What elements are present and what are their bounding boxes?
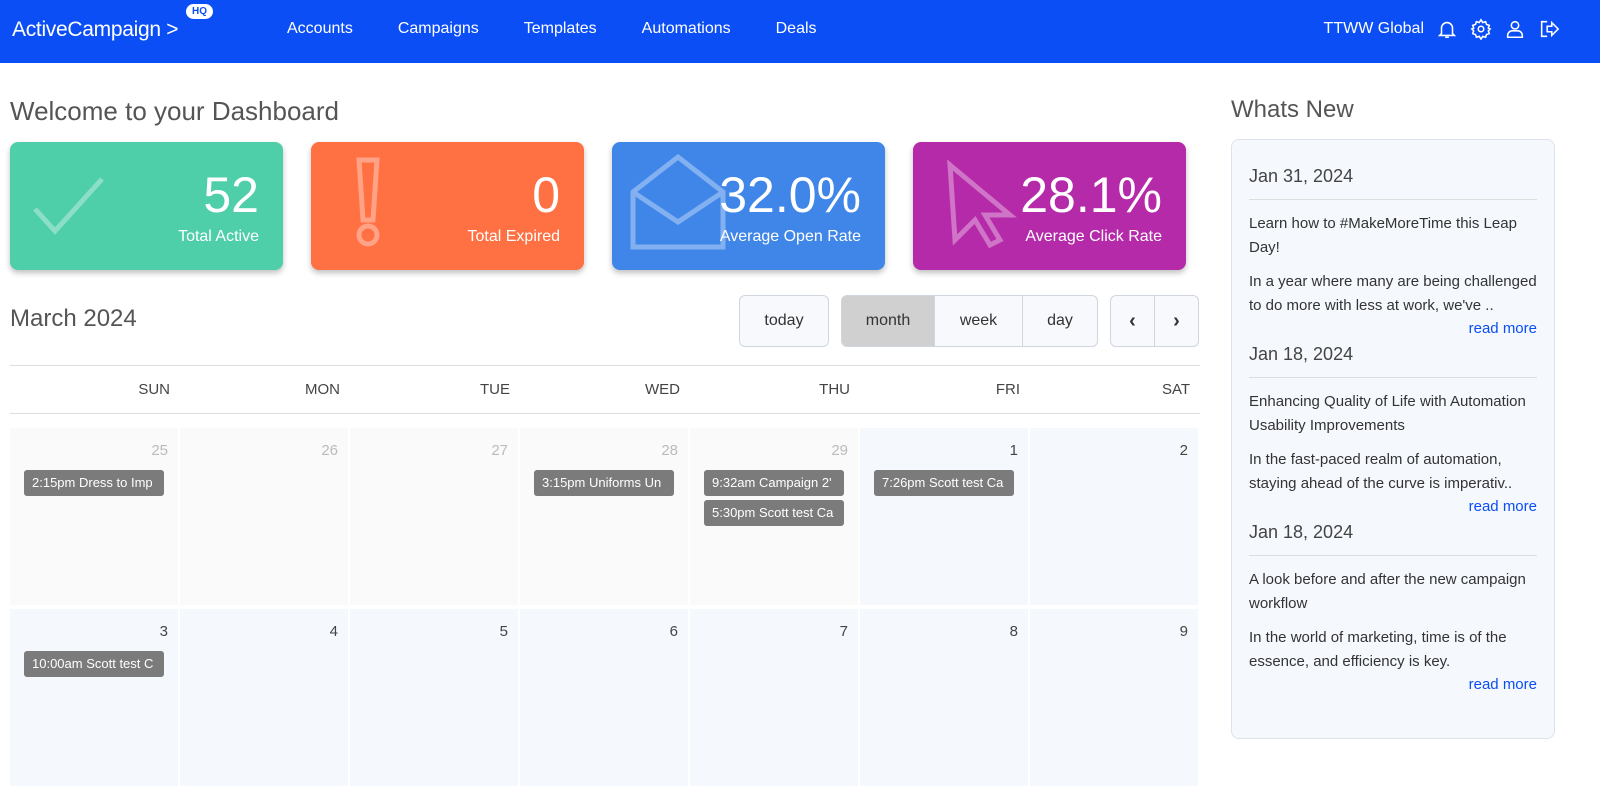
envelope-open-icon: [630, 153, 726, 250]
nav-deals[interactable]: Deals: [775, 20, 817, 37]
top-nav: ActiveCampaign > HQ Accounts Campaigns T…: [0, 0, 1600, 63]
card-value: 28.1%: [1020, 167, 1162, 223]
news-title[interactable]: Learn how to #MakeMoreTime this Leap Day…: [1249, 215, 1517, 256]
day-header: MON: [305, 381, 340, 398]
day-header: THU: [819, 381, 850, 398]
day-number: 29: [831, 442, 848, 459]
day-number: 26: [321, 442, 338, 459]
calendar-day[interactable]: 8: [860, 609, 1028, 786]
calendar-day[interactable]: 2: [1030, 428, 1198, 605]
check-icon: [33, 177, 104, 235]
day-number: 3: [159, 623, 168, 640]
day-number: 9: [1179, 623, 1188, 640]
day-number: 27: [491, 442, 508, 459]
day-number: 1: [1009, 442, 1018, 459]
logout-icon[interactable]: [1538, 18, 1560, 40]
day-header: WED: [645, 381, 680, 398]
news-item: Jan 18, 2024 A look before and after the …: [1249, 496, 1537, 693]
nav-accounts[interactable]: Accounts: [287, 20, 353, 37]
card-label: Average Open Rate: [719, 228, 861, 245]
calendar: SUN MON TUE WED THU FRI SAT 25 2:15pm Dress to …: [10, 365, 1200, 786]
day-number: 5: [499, 623, 508, 640]
calendar-week: 25 2:15pm Dress to Imp 26 27 28 3:15pm Unifor…: [10, 428, 1200, 605]
calendar-event[interactable]: 10:00am Scott test C: [24, 651, 164, 677]
page-title: Welcome to your Dashboard: [10, 96, 340, 126]
calendar-day[interactable]: 1 7:26pm Scott test Ca: [860, 428, 1028, 605]
bell-icon[interactable]: [1436, 18, 1458, 40]
day-number: 28: [661, 442, 678, 459]
nav-campaigns[interactable]: Campaigns: [397, 20, 479, 37]
day-header: TUE: [480, 381, 510, 398]
day-number: 25: [151, 442, 168, 459]
card-value: 0: [532, 167, 560, 223]
news-title[interactable]: A look before and after the new campaign…: [1249, 571, 1526, 612]
card-value: 52: [203, 167, 259, 223]
gear-icon[interactable]: [1470, 18, 1492, 40]
calendar-day[interactable]: 26: [180, 428, 348, 605]
news-body: In a year where many are being challenge…: [1249, 273, 1537, 314]
news-item: Jan 31, 2024 Learn how to #MakeMoreTime t…: [1249, 140, 1537, 337]
calendar-day[interactable]: 27: [350, 428, 518, 605]
calendar-day[interactable]: 29 9:32am Campaign 2' 5:30pm Scott test Ca: [690, 428, 858, 605]
day-number: 8: [1009, 623, 1018, 640]
calendar-day[interactable]: 6: [520, 609, 688, 786]
total-expired-card: 0 Total Expired: [311, 142, 584, 270]
calendar-day[interactable]: 9: [1030, 609, 1198, 786]
calendar-event[interactable]: 3:15pm Uniforms Un: [534, 470, 674, 496]
nav-templates[interactable]: Templates: [523, 20, 597, 37]
calendar-event[interactable]: 7:26pm Scott test Ca: [874, 470, 1014, 496]
calendar-day[interactable]: 28 3:15pm Uniforms Un: [520, 428, 688, 605]
open-rate-card: 32.0% Average Open Rate: [612, 142, 885, 270]
today-button[interactable]: today: [739, 295, 829, 347]
calendar-event[interactable]: 5:30pm Scott test Ca: [704, 500, 844, 526]
day-view-button[interactable]: day: [1022, 295, 1098, 347]
day-number: 7: [839, 623, 848, 640]
day-header: SAT: [1161, 381, 1190, 398]
card-label: Average Click Rate: [1025, 228, 1162, 245]
week-view-button[interactable]: week: [934, 295, 1023, 347]
news-date: Jan 18, 2024: [1249, 318, 1537, 378]
cursor-icon: [947, 160, 1017, 249]
whats-new-panel: Jan 31, 2024 Learn how to #MakeMoreTime t…: [1231, 139, 1555, 739]
account-name[interactable]: TTWW Global: [1323, 20, 1424, 37]
card-value: 32.0%: [719, 167, 861, 223]
day-header: SUN: [138, 381, 170, 398]
card-label: Total Expired: [467, 228, 561, 245]
day-number: 2: [1179, 442, 1188, 459]
month-view-button[interactable]: month: [841, 295, 935, 347]
total-active-card: 52 Total Active: [10, 142, 283, 270]
exclamation-icon: [356, 157, 380, 247]
calendar-day[interactable]: 4: [180, 609, 348, 786]
news-date: Jan 18, 2024: [1249, 496, 1537, 556]
click-rate-card: 28.1% Average Click Rate: [913, 142, 1186, 270]
hq-badge: HQ: [186, 4, 213, 19]
day-header: FRI: [995, 381, 1020, 398]
calendar-day[interactable]: 25 2:15pm Dress to Imp: [10, 428, 178, 605]
next-button[interactable]: ›: [1154, 295, 1199, 347]
news-date: Jan 31, 2024: [1249, 140, 1537, 200]
news-body: In the world of marketing, time is of th…: [1249, 629, 1507, 670]
nav-automations[interactable]: Automations: [641, 20, 731, 37]
news-title[interactable]: Enhancing Quality of Life with Automatio…: [1249, 393, 1526, 434]
calendar-day[interactable]: 7: [690, 609, 858, 786]
calendar-event[interactable]: 2:15pm Dress to Imp: [24, 470, 164, 496]
day-number: 4: [329, 623, 338, 640]
news-item: Jan 18, 2024 Enhancing Quality of Life wi…: [1249, 318, 1537, 515]
whats-new-title: Whats New: [1231, 96, 1354, 123]
day-number: 6: [669, 623, 678, 640]
news-body: In the fast-paced realm of automation, s…: [1249, 451, 1513, 492]
prev-button[interactable]: ‹: [1110, 295, 1155, 347]
calendar-title: March 2024: [10, 305, 137, 332]
calendar-day[interactable]: 5: [350, 609, 518, 786]
card-label: Total Active: [178, 228, 259, 245]
user-icon[interactable]: [1504, 18, 1526, 40]
calendar-event[interactable]: 9:32am Campaign 2': [704, 470, 844, 496]
calendar-day[interactable]: 3 10:00am Scott test C: [10, 609, 178, 786]
calendar-week: 3 10:00am Scott test C 4 5 6 7 8 9: [10, 609, 1200, 786]
logo[interactable]: ActiveCampaign >: [12, 18, 179, 41]
